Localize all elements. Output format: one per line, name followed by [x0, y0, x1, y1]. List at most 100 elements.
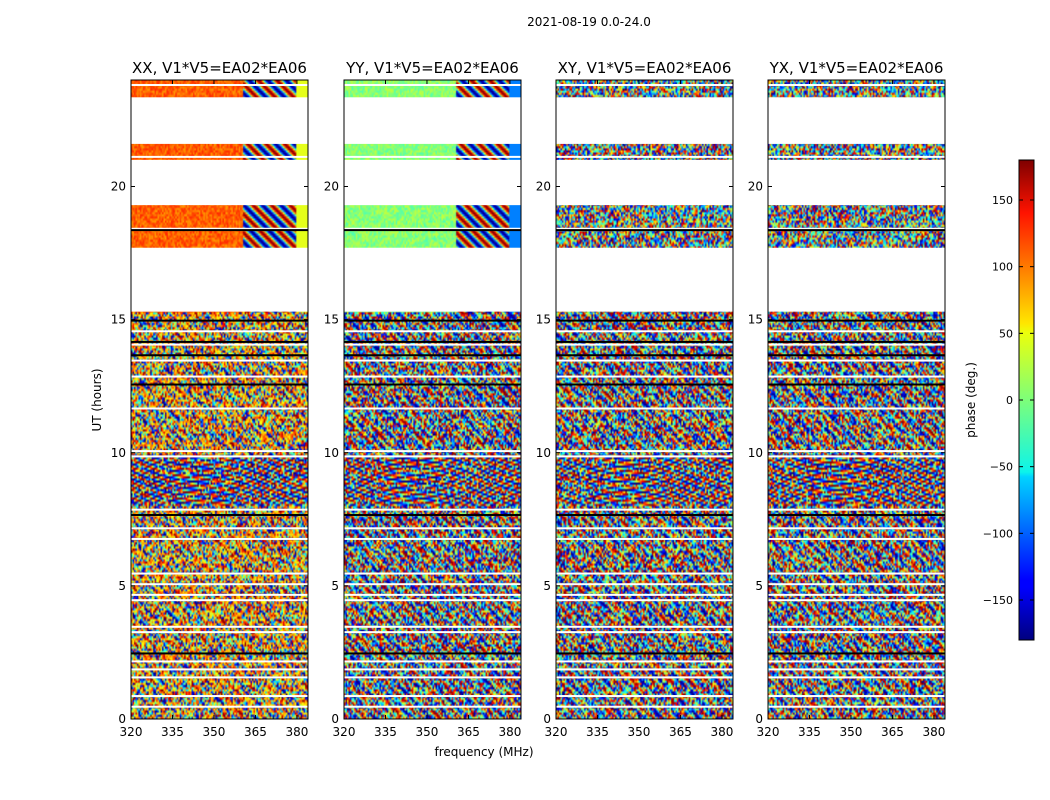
flag-gap-line [344, 407, 521, 410]
flag-gap-line [556, 583, 733, 586]
panel-title: XX, V1*V5=EA02*EA06 [132, 59, 307, 77]
y-tick-label: 20 [324, 180, 339, 194]
y-tick-label: 5 [118, 579, 126, 593]
flag-gap-line [768, 527, 945, 530]
flag-gap-line [556, 227, 733, 230]
x-tick-label: 350 [416, 725, 439, 739]
flag-gap-line [768, 155, 945, 158]
flag-line [768, 652, 945, 655]
flag-gap-line [131, 668, 308, 671]
flag-gap-line [344, 583, 521, 586]
x-tick-label: 380 [498, 725, 521, 739]
panel-title: YY, V1*V5=EA02*EA06 [345, 59, 519, 77]
x-tick-label: 320 [545, 725, 568, 739]
data-gap [768, 247, 945, 312]
flag-line [131, 340, 308, 343]
panel-xx: XX, V1*V5=EA02*EA06 320 335 350 365 380 0 5 10 15… [111, 59, 309, 739]
data-gap [344, 159, 521, 206]
data-gap [556, 159, 733, 206]
panel-title: YX, V1*V5=EA02*EA06 [769, 59, 944, 77]
y-tick-label: 5 [543, 579, 551, 593]
x-tick-label: 350 [628, 725, 651, 739]
y-tick-label: 20 [748, 180, 763, 194]
figure-suptitle: 2021-08-19 0.0-24.0 [527, 15, 651, 29]
x-tick-label: 335 [161, 725, 184, 739]
data-gap [131, 247, 308, 312]
panel-frame [767, 79, 946, 720]
flag-gap-line [344, 631, 521, 634]
x-tick-label: 365 [457, 725, 480, 739]
flag-line [768, 229, 945, 232]
flag-gap-line [556, 668, 733, 671]
flag-line [344, 652, 521, 655]
flag-line [768, 340, 945, 343]
flag-gap-line [556, 155, 733, 158]
x-tick-label: 320 [120, 725, 143, 739]
data-gap [131, 97, 308, 144]
flag-line [131, 229, 308, 232]
flag-gap-line [344, 375, 521, 378]
flag-line [768, 354, 945, 357]
flag-gap-line [556, 359, 733, 362]
y-tick-label: 10 [111, 446, 126, 460]
colorbar-tick-label: 100 [992, 261, 1013, 274]
y-tick-label: 10 [536, 446, 551, 460]
data-gap [768, 159, 945, 206]
flag-gap-line [131, 359, 308, 362]
flag-gap-line [768, 359, 945, 362]
flag-gap-line [131, 330, 308, 333]
flag-gap-line [131, 599, 308, 602]
flag-gap-line [556, 508, 733, 511]
flag-gap-line [131, 227, 308, 230]
flag-line [131, 383, 308, 386]
flag-line [556, 652, 733, 655]
data-gap [344, 247, 521, 312]
flag-gap-line [131, 660, 308, 663]
flag-gap-line [344, 450, 521, 453]
flag-line [556, 383, 733, 386]
y-tick-label: 5 [755, 579, 763, 593]
flag-gap-line [768, 593, 945, 596]
colorbar-tick-label: 150 [992, 194, 1013, 207]
y-tick-label: 0 [543, 712, 551, 726]
flag-line [556, 354, 733, 357]
data-gap [556, 97, 733, 144]
flag-line [768, 319, 945, 322]
colorbar-label: phase (deg.) [964, 362, 978, 438]
flag-gap-line [344, 572, 521, 575]
x-tick-label: 380 [710, 725, 733, 739]
flag-gap-line [556, 599, 733, 602]
panel-frame [130, 79, 309, 720]
flag-gap-line [344, 455, 521, 458]
flag-gap-line [768, 227, 945, 230]
panel-yy: YY, V1*V5=EA02*EA06 320 335 350 365 380 0 5 10 15… [324, 59, 522, 739]
flag-line [344, 229, 521, 232]
y-tick-label: 10 [748, 446, 763, 460]
flag-line [556, 513, 733, 516]
flag-gap-line [131, 343, 308, 346]
x-tick-label: 350 [203, 725, 226, 739]
flag-gap-line [344, 668, 521, 671]
x-tick-label: 335 [374, 725, 397, 739]
flag-gap-line [556, 695, 733, 698]
panel-title: XY, V1*V5=EA02*EA06 [558, 59, 732, 77]
y-tick-label: 15 [111, 313, 126, 327]
flag-gap-line [768, 583, 945, 586]
flag-gap-line [131, 583, 308, 586]
flag-gap-line [131, 83, 308, 86]
data-gap [768, 97, 945, 144]
flag-gap-line [768, 599, 945, 602]
y-tick-label: 15 [748, 313, 763, 327]
flag-gap-line [768, 631, 945, 634]
flag-gap-line [556, 527, 733, 530]
colorbar-tick-label: −50 [990, 461, 1013, 474]
flag-gap-line [344, 537, 521, 540]
flag-gap-line [344, 599, 521, 602]
flag-gap-line [344, 695, 521, 698]
flag-gap-line [768, 455, 945, 458]
flag-gap-line [556, 537, 733, 540]
flag-gap-line [768, 537, 945, 540]
flag-gap-line [768, 343, 945, 346]
y-tick-label: 20 [536, 180, 551, 194]
flag-line [344, 319, 521, 322]
